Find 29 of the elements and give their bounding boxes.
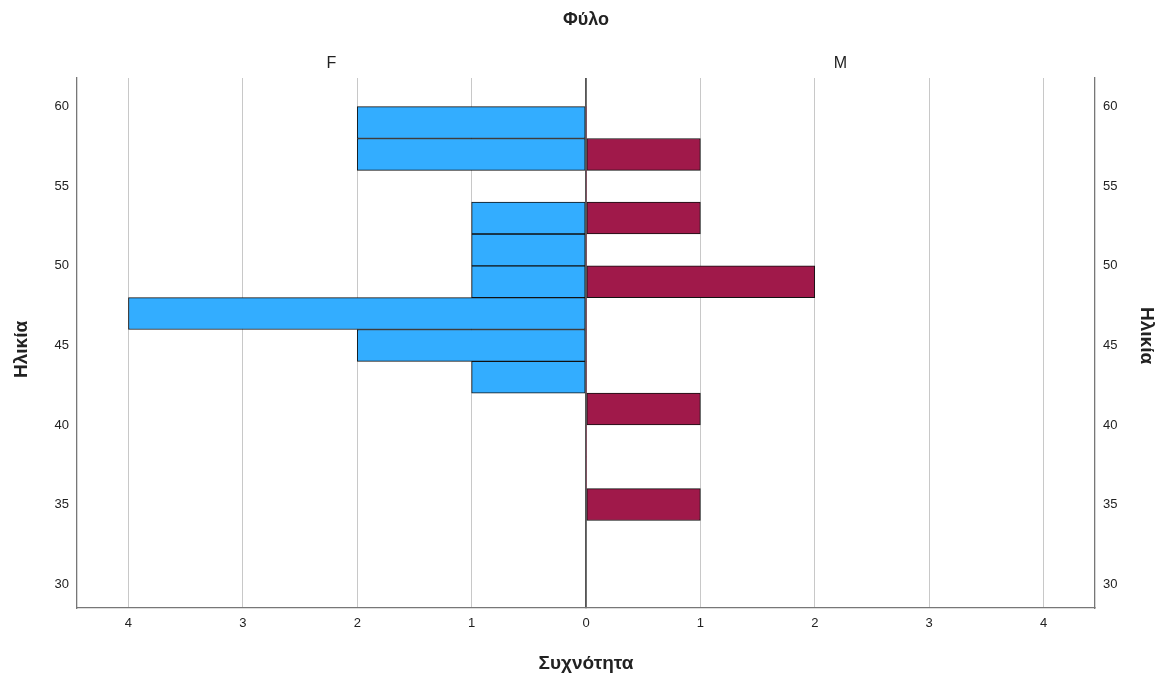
x-tick-label: 4 [1039,615,1048,631]
y-tick-label: 55 [1103,177,1118,193]
y-tick-label: 45 [54,336,69,352]
y-tick-label: 35 [54,496,69,512]
x-tick-label: 4 [124,615,133,631]
x-tick-label: 2 [353,615,361,631]
y-tick-label: 40 [1103,416,1118,432]
y-tick-label: 30 [1103,575,1118,591]
y-tick-label: 50 [1103,257,1118,273]
y-tick-label: 60 [54,98,69,114]
y-tick-label: 60 [1103,98,1118,114]
x-tick-label: 1 [468,615,476,631]
chart-title: M [833,54,848,71]
y-tick-label: 30 [54,575,69,591]
y-tick-label: 35 [1103,496,1118,512]
y-tick-label: 55 [54,177,69,193]
x-tick-label: 2 [811,615,819,631]
x-tick-label: 0 [582,615,590,631]
x-tick-label: 3 [925,615,933,631]
y-axis-title: Ηλικία [1136,307,1158,365]
y-tick-label: 45 [1103,336,1118,352]
x-tick-label: 3 [239,615,247,631]
text: Φύλο [562,9,610,30]
chart-title: F [326,54,337,71]
y-tick-label: 40 [54,416,69,432]
x-tick-label: 1 [696,615,704,631]
y-axis-title: Ηλικία [10,320,32,378]
y-tick-label: 50 [54,257,69,273]
x-axis-title: Συχνότητα [538,652,634,674]
